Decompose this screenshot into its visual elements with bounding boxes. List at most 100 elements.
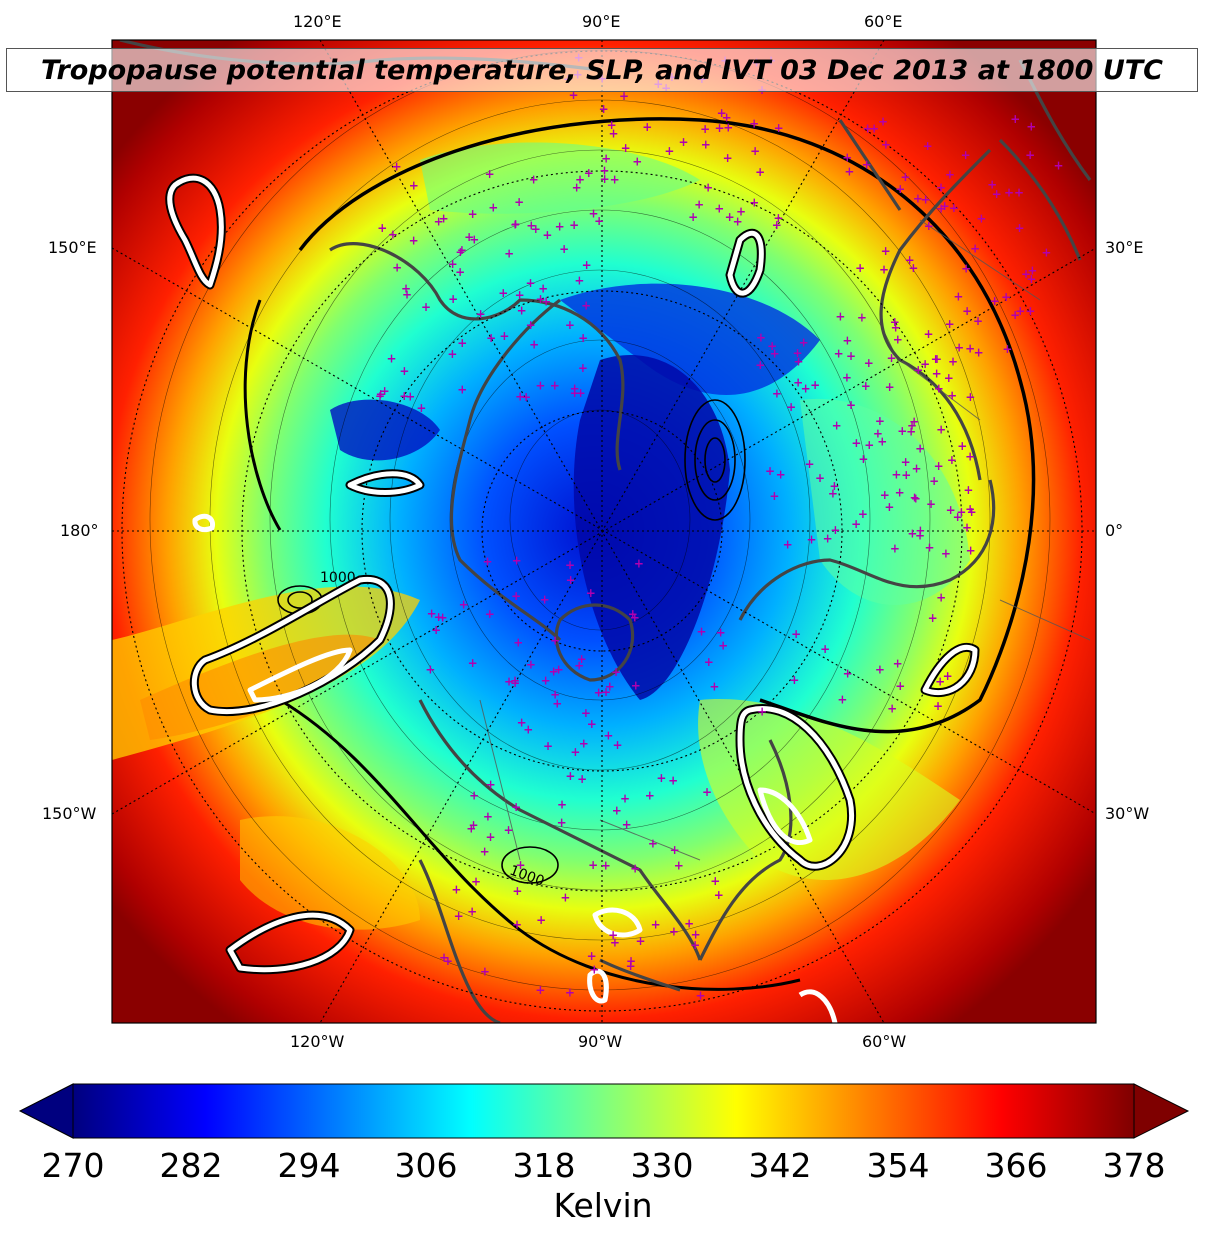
station-marker: +	[565, 318, 575, 332]
station-marker: +	[926, 497, 936, 511]
station-marker: +	[793, 355, 803, 369]
station-marker: +	[944, 371, 954, 385]
colorbar-tick: 318	[512, 1146, 576, 1185]
station-marker: +	[541, 674, 551, 688]
station-marker: +	[467, 905, 477, 919]
station-marker: +	[476, 307, 486, 321]
station-marker: +	[538, 281, 548, 295]
station-marker: +	[457, 243, 467, 257]
station-marker: +	[884, 500, 894, 514]
station-marker: +	[890, 315, 900, 329]
station-marker: +	[375, 389, 385, 403]
station-marker: +	[688, 210, 698, 224]
station-marker: +	[635, 934, 645, 948]
station-marker: +	[515, 390, 525, 404]
station-marker: +	[948, 355, 958, 369]
lon-label-bottom-90w: 90°W	[578, 1032, 623, 1051]
station-marker: +	[890, 541, 900, 555]
station-marker: +	[1001, 290, 1011, 304]
station-marker: +	[619, 89, 629, 103]
station-marker: +	[947, 453, 957, 467]
station-marker: +	[891, 321, 901, 335]
station-marker: +	[559, 242, 569, 256]
station-marker: +	[566, 573, 576, 587]
station-marker: +	[962, 304, 972, 318]
station-marker: +	[485, 167, 495, 181]
station-marker: +	[459, 597, 469, 611]
station-marker: +	[973, 314, 983, 328]
station-marker: +	[517, 716, 527, 730]
station-marker: +	[858, 507, 868, 521]
station-marker: +	[911, 491, 921, 505]
station-marker: +	[504, 247, 514, 261]
station-marker: +	[483, 810, 493, 824]
station-marker: +	[793, 376, 803, 390]
station-marker: +	[906, 425, 916, 439]
station-marker: +	[392, 159, 402, 173]
station-marker: +	[714, 202, 724, 216]
station-marker: +	[600, 172, 610, 186]
station-marker: +	[454, 909, 464, 923]
station-marker: +	[486, 778, 496, 792]
station-marker: +	[846, 349, 856, 363]
station-marker: +	[885, 380, 895, 394]
station-marker: +	[900, 170, 910, 184]
station-marker: +	[540, 593, 550, 607]
station-marker: +	[945, 168, 955, 182]
station-marker: +	[933, 699, 943, 713]
station-marker: +	[690, 938, 700, 952]
colorbar-tick: 330	[630, 1146, 694, 1185]
station-marker: +	[1025, 148, 1035, 162]
lon-label-top-60e: 60°E	[864, 12, 903, 31]
station-marker: +	[700, 122, 710, 136]
station-marker: +	[934, 382, 944, 396]
political-borders	[479, 219, 1091, 861]
station-marker: +	[750, 144, 760, 158]
station-marker: +	[611, 665, 621, 679]
station-marker: +	[736, 205, 746, 219]
station-marker: +	[554, 663, 564, 677]
station-marker: +	[1014, 185, 1024, 199]
station-marker: +	[565, 986, 575, 1000]
station-marker: +	[574, 658, 584, 672]
station-marker: +	[535, 379, 545, 393]
station-marker: +	[1010, 112, 1020, 126]
station-marker: +	[605, 680, 615, 694]
lon-label-bottom-120w: 120°W	[290, 1032, 345, 1051]
station-marker: +	[439, 951, 449, 965]
station-marker: +	[447, 347, 457, 361]
colorbar-tick: 342	[748, 1146, 812, 1185]
ivt-contours	[165, 173, 980, 1023]
station-marker: +	[965, 341, 975, 355]
station-marker: +	[517, 303, 527, 317]
station-marker: +	[581, 298, 591, 312]
station-marker: +	[851, 436, 861, 450]
station-marker: +	[512, 554, 522, 568]
station-marker: +	[861, 379, 871, 393]
station-marker: +	[842, 370, 852, 384]
station-marker: +	[709, 680, 719, 694]
station-marker: +	[550, 687, 560, 701]
station-marker: +	[878, 115, 888, 129]
station-marker: +	[806, 532, 816, 546]
station-marker: +	[956, 505, 966, 519]
station-marker: +	[610, 173, 620, 187]
station-marker: +	[915, 529, 925, 543]
station-marker: +	[485, 607, 495, 621]
station-marker: +	[392, 261, 402, 275]
station-marker: +	[594, 686, 604, 700]
station-marker: +	[704, 655, 714, 669]
lon-label-right-30e: 30°E	[1105, 238, 1144, 257]
station-marker: +	[578, 331, 588, 345]
station-marker: +	[576, 386, 586, 400]
station-marker: +	[572, 180, 582, 194]
station-marker: +	[901, 468, 911, 482]
station-marker: +	[589, 962, 599, 976]
figure-title: Tropopause potential temperature, SLP, a…	[41, 54, 1163, 86]
station-marker: +	[877, 435, 887, 449]
station-marker: +	[767, 339, 777, 353]
station-marker: +	[923, 327, 933, 341]
station-marker: +	[935, 675, 945, 689]
station-marker: +	[678, 135, 688, 149]
station-marker: +	[434, 610, 444, 624]
